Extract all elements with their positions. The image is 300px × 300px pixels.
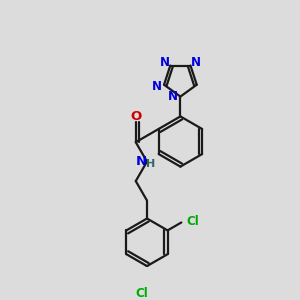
- Text: N: N: [152, 80, 162, 92]
- Text: O: O: [130, 110, 141, 123]
- Text: Cl: Cl: [186, 215, 199, 228]
- Text: N: N: [191, 56, 201, 69]
- Text: H: H: [146, 159, 156, 169]
- Text: N: N: [160, 56, 170, 69]
- Text: N: N: [136, 155, 147, 168]
- Text: N: N: [168, 90, 178, 103]
- Text: Cl: Cl: [136, 287, 148, 300]
